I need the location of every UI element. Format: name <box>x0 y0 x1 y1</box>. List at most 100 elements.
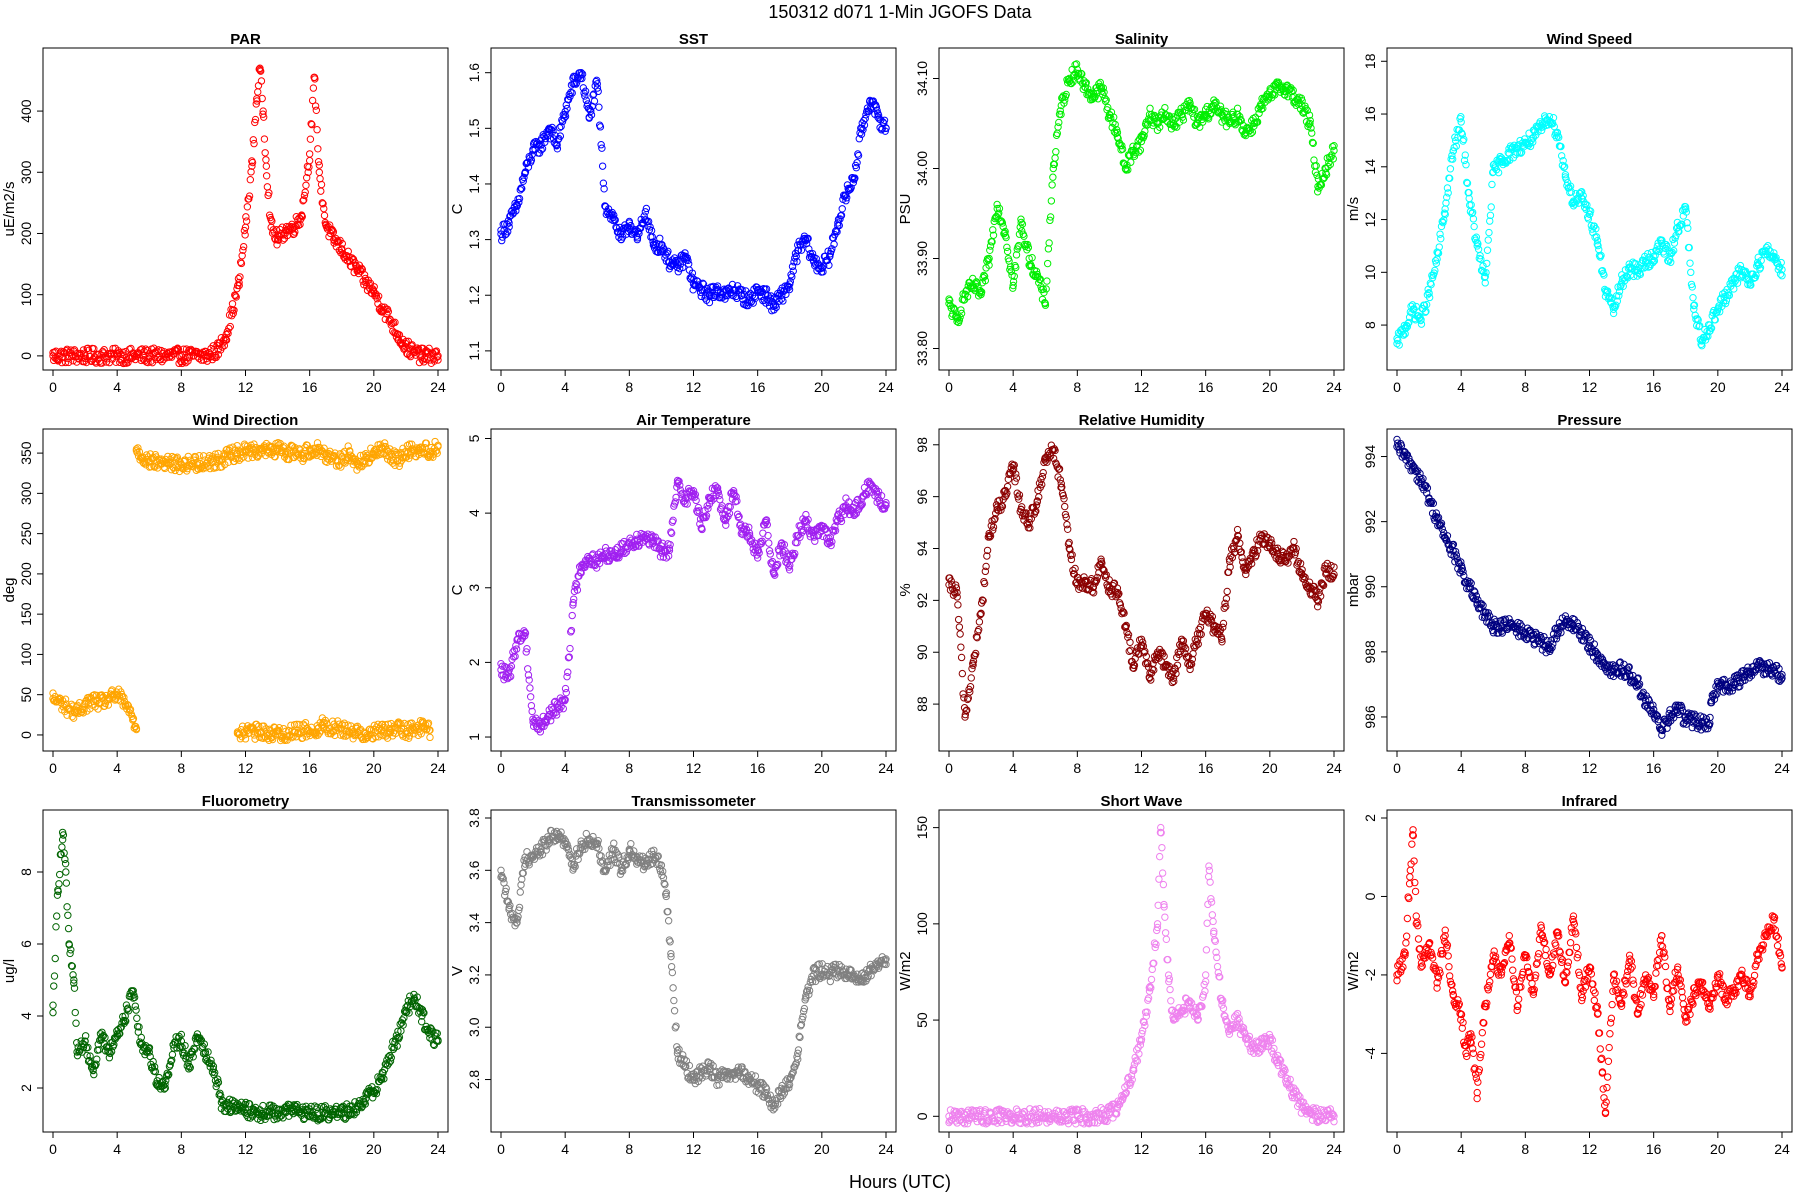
data-point-fill <box>733 497 741 505</box>
data-point-fill <box>952 584 961 592</box>
data-point-fill <box>319 200 327 208</box>
data-point-fill <box>1075 69 1083 78</box>
data-point-fill <box>840 192 849 201</box>
y-tick-label: 400 <box>18 99 34 123</box>
data-point-fill <box>1464 579 1472 588</box>
data-point-fill <box>733 510 742 519</box>
data-point-fill <box>881 127 889 135</box>
data-point-fill <box>686 274 694 282</box>
data-point-fill <box>1305 111 1314 119</box>
data-point <box>810 258 818 266</box>
x-tick-label: 24 <box>878 760 894 776</box>
data-point <box>289 447 298 456</box>
data-point-fill <box>595 559 604 568</box>
data-point <box>322 220 330 229</box>
data-point-fill <box>977 599 986 607</box>
y-axis-label: m/s <box>1345 197 1362 221</box>
data-point <box>1417 316 1425 324</box>
data-point-fill <box>239 242 248 251</box>
data-point-fill <box>324 729 332 738</box>
data-point <box>1266 539 1274 548</box>
data-point-fill <box>265 189 273 197</box>
data-point-fill <box>594 87 602 96</box>
data-point-fill <box>214 350 223 359</box>
data-point-fill <box>1450 143 1458 152</box>
data-point-fill <box>327 730 335 738</box>
data-point <box>1234 110 1242 119</box>
y-tick-label: 1.2 <box>466 285 482 305</box>
data-point-fill <box>1092 576 1101 585</box>
data-point-fill <box>823 539 832 547</box>
data-point-fill <box>1046 213 1055 221</box>
data-point-fill <box>640 212 648 220</box>
data-point <box>338 457 346 465</box>
data-point-fill <box>983 552 991 560</box>
data-point-fill <box>1686 259 1694 267</box>
data-point <box>370 451 378 459</box>
data-point-fill <box>1118 145 1127 153</box>
data-point-fill <box>1597 251 1605 260</box>
data-point <box>1089 92 1098 101</box>
data-point-fill <box>777 295 786 303</box>
x-tick-label: 4 <box>561 379 569 395</box>
data-point <box>1073 65 1082 74</box>
data-point-fill <box>782 285 791 294</box>
data-point-fill <box>362 449 370 458</box>
data-point-fill <box>349 735 357 743</box>
data-point <box>745 297 754 305</box>
data-point-fill <box>250 440 258 448</box>
data-point-fill <box>1653 712 1662 720</box>
data-point-fill <box>1324 162 1332 171</box>
data-point-fill <box>656 234 664 243</box>
data-point-fill <box>92 691 101 700</box>
data-point <box>97 699 105 707</box>
data-point-fill <box>1670 246 1678 255</box>
data-point <box>577 561 585 570</box>
data-point-fill <box>1195 625 1203 634</box>
data-point-fill <box>253 729 261 737</box>
data-point <box>561 696 569 704</box>
data-point-fill <box>793 257 801 266</box>
data-point-fill <box>1330 141 1338 150</box>
x-tick-label: 24 <box>1774 379 1790 395</box>
data-point-fill <box>1682 720 1691 728</box>
data-point-fill <box>69 714 78 722</box>
data-point-fill <box>225 324 233 333</box>
data-point-fill <box>1486 211 1495 220</box>
data-point-fill <box>1100 566 1108 575</box>
data-point-fill <box>245 192 254 200</box>
data-point <box>354 266 362 274</box>
data-point-fill <box>753 551 761 559</box>
data-point-fill <box>1150 666 1158 674</box>
data-point-fill <box>1517 149 1525 157</box>
data-point-fill <box>1090 94 1099 102</box>
data-point <box>802 516 810 525</box>
data-point-fill <box>774 560 782 569</box>
data-point-fill <box>124 358 132 367</box>
x-tick-label: 20 <box>1262 760 1278 776</box>
data-point-fill <box>524 665 532 673</box>
data-point-fill <box>251 118 259 127</box>
data-point-fill <box>957 306 965 314</box>
data-point-fill <box>280 231 288 239</box>
data-point-fill <box>612 223 620 231</box>
data-point-fill <box>323 458 331 466</box>
data-point-fill <box>1063 525 1072 533</box>
data-point-fill <box>194 464 202 473</box>
data-point-fill <box>1585 633 1593 641</box>
data-point-fill <box>231 291 239 299</box>
data-point <box>609 213 617 222</box>
panel-title: Wind Speed <box>1547 31 1633 48</box>
data-point-fill <box>1594 241 1602 250</box>
data-point-fill <box>233 441 241 450</box>
data-point-fill <box>142 451 151 459</box>
data-point-fill <box>1328 151 1336 159</box>
x-tick-label: 16 <box>1646 379 1662 395</box>
data-point-fill <box>972 633 981 641</box>
data-point-fill <box>294 221 303 230</box>
data-point <box>794 247 802 255</box>
data-point-fill <box>667 529 676 537</box>
data-point <box>402 343 410 351</box>
x-tick-label: 0 <box>49 379 57 395</box>
data-point-fill <box>1309 139 1317 148</box>
